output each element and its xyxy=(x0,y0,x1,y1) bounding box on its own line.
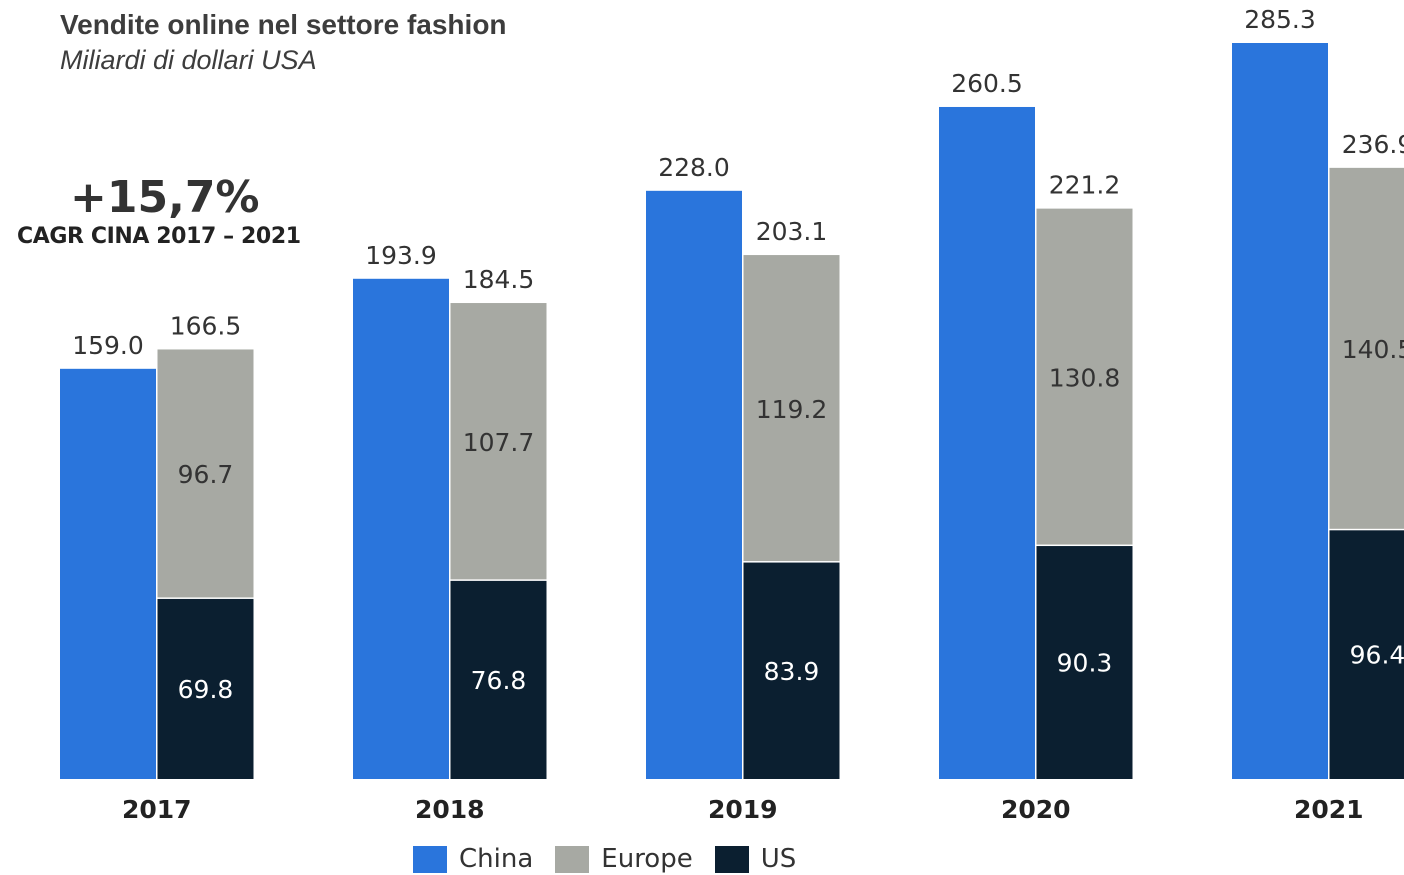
legend-item-china[interactable]: China xyxy=(413,844,533,874)
x-tick-2017: 2017 xyxy=(122,795,192,824)
label-total-2021: 236.9 xyxy=(1342,130,1404,159)
bar-us-2021[interactable] xyxy=(1329,530,1404,779)
x-tick-2021: 2021 xyxy=(1294,795,1364,824)
legend-swatch-europe xyxy=(555,845,590,873)
cagr-value: +15,7% xyxy=(70,172,260,223)
legend-label-china: China xyxy=(459,844,534,874)
bar-europe-2017[interactable] xyxy=(157,349,254,598)
label-us-2019: 83.9 xyxy=(764,657,820,686)
label-us-2017: 69.8 xyxy=(178,675,234,704)
label-europe-2020: 130.8 xyxy=(1049,363,1121,392)
label-total-2017: 166.5 xyxy=(170,311,242,340)
label-europe-2018: 107.7 xyxy=(463,428,535,457)
label-us-2021: 96.4 xyxy=(1350,641,1404,670)
label-europe-2021: 140.5 xyxy=(1342,335,1404,364)
bar-us-2019[interactable] xyxy=(743,562,840,779)
x-tick-2019: 2019 xyxy=(708,795,778,824)
label-europe-2017: 96.7 xyxy=(178,460,234,489)
x-tick-2020: 2020 xyxy=(1001,795,1071,824)
bar-europe-2019[interactable] xyxy=(743,255,840,562)
chart-legend: China Europe US xyxy=(413,844,818,874)
legend-label-europe: Europe xyxy=(601,844,693,874)
label-china-2017: 159.0 xyxy=(72,331,144,360)
label-total-2018: 184.5 xyxy=(463,265,535,294)
bar-us-2018[interactable] xyxy=(450,580,547,779)
label-europe-2019: 119.2 xyxy=(756,395,828,424)
bar-europe-2021[interactable] xyxy=(1329,167,1404,529)
legend-item-europe[interactable]: Europe xyxy=(555,844,693,874)
label-us-2018: 76.8 xyxy=(471,666,527,695)
label-china-2019: 228.0 xyxy=(658,153,730,182)
label-total-2020: 221.2 xyxy=(1049,171,1121,200)
label-china-2018: 193.9 xyxy=(365,241,437,270)
legend-swatch-china xyxy=(413,845,447,873)
bar-china-2019[interactable] xyxy=(646,190,742,779)
label-china-2020: 260.5 xyxy=(951,69,1023,98)
label-us-2020: 90.3 xyxy=(1057,649,1113,678)
legend-label-us: US xyxy=(760,844,797,874)
bar-china-2021[interactable] xyxy=(1232,43,1328,779)
cagr-label: CAGR CINA 2017 – 2021 xyxy=(17,224,301,249)
x-tick-2018: 2018 xyxy=(415,795,485,824)
bar-us-2017[interactable] xyxy=(157,598,254,779)
bar-europe-2020[interactable] xyxy=(1036,208,1133,545)
bar-china-2017[interactable] xyxy=(60,368,156,779)
label-china-2021: 285.3 xyxy=(1244,5,1316,34)
bar-china-2018[interactable] xyxy=(353,278,449,779)
legend-swatch-us xyxy=(714,845,749,873)
bar-china-2020[interactable] xyxy=(939,106,1035,780)
label-total-2019: 203.1 xyxy=(756,217,828,246)
bar-europe-2018[interactable] xyxy=(450,303,547,580)
chart-title: Vendite online nel settore fashion xyxy=(60,9,507,40)
chart-subtitle: Miliardi di dollari USA xyxy=(60,45,317,75)
legend-item-us[interactable]: US xyxy=(714,844,797,874)
bar-us-2020[interactable] xyxy=(1036,546,1133,779)
